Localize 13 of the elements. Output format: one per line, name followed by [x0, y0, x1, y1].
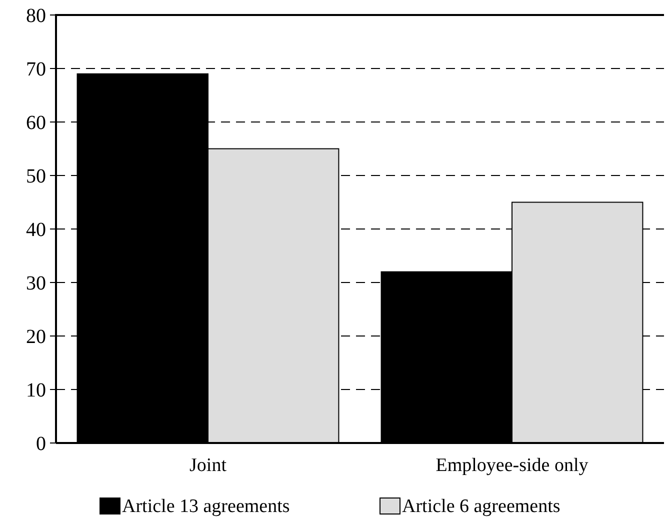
- y-tick-label: 80: [26, 5, 46, 27]
- x-tick-label: Employee-side only: [436, 455, 589, 476]
- y-tick-label: 40: [26, 219, 46, 241]
- y-tick-label: 20: [26, 326, 46, 348]
- y-tick-label: 10: [26, 380, 46, 402]
- y-tick-label: 70: [26, 58, 46, 80]
- legend-label: Article 13 agreements: [122, 496, 290, 517]
- legend-label: Article 6 agreements: [402, 496, 560, 517]
- x-tick-label: Joint: [190, 455, 228, 476]
- y-tick-label: 0: [36, 433, 46, 455]
- y-tick-label: 30: [26, 272, 46, 294]
- y-tick-label: 50: [26, 166, 46, 188]
- y-tick-label: 60: [26, 112, 46, 134]
